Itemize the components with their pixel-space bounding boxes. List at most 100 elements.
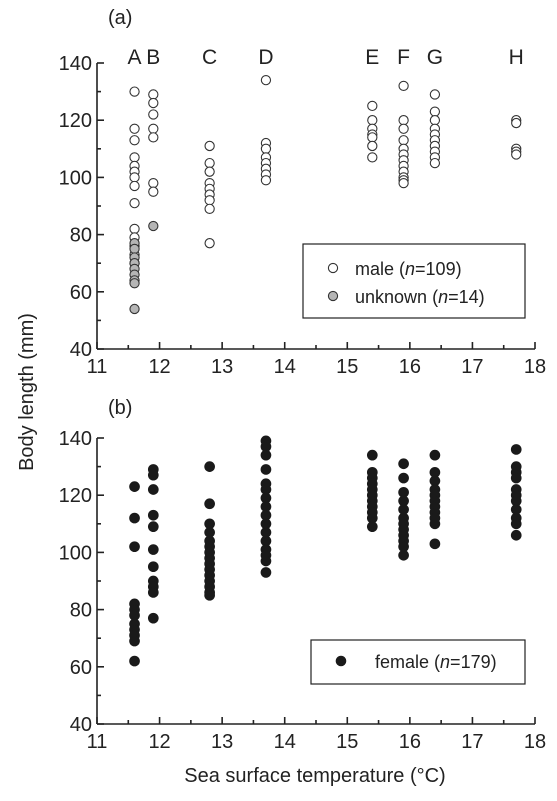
female-point <box>260 464 272 475</box>
group-label-f: F <box>397 46 410 69</box>
legend-unknown-marker <box>327 290 339 302</box>
male-point <box>148 132 159 143</box>
male-point <box>129 86 140 97</box>
male-point <box>511 149 522 160</box>
female-point <box>147 521 159 533</box>
female-point <box>147 612 159 624</box>
panel-b-y-tick-label: 80 <box>70 600 92 622</box>
panel-a-y-tick-label: 100 <box>59 167 92 189</box>
panel-b-x-tick-label: 11 <box>87 731 108 753</box>
panel-b-y-tick-label: 60 <box>70 657 92 679</box>
male-point <box>398 115 409 126</box>
male-point <box>148 89 159 100</box>
female-point <box>260 555 272 567</box>
group-label-c: C <box>202 46 217 69</box>
female-point <box>147 469 159 481</box>
female-point <box>398 458 409 470</box>
legend-male-marker <box>327 262 339 274</box>
panel-b-label: (b) <box>108 397 132 419</box>
group-label-e: E <box>365 46 379 69</box>
male-point <box>129 152 140 163</box>
female-point <box>147 544 159 555</box>
male-point <box>148 177 159 189</box>
male-point <box>367 152 378 163</box>
panel-b-x-tick-label: 16 <box>399 731 421 753</box>
female-point <box>204 589 215 601</box>
x-axis-title: Sea surface temperature (°C) <box>184 765 445 787</box>
male-point <box>398 177 409 189</box>
male-point <box>398 123 409 134</box>
male-point <box>148 97 159 109</box>
panel-a-legend-box <box>302 243 526 319</box>
male-point <box>148 123 159 134</box>
male-point <box>129 135 140 146</box>
male-point <box>429 157 441 169</box>
legend-female-label: female (n=179) <box>375 652 497 672</box>
panel-b-x-tick-label: 12 <box>148 731 170 753</box>
male-point <box>129 172 140 183</box>
panel-a-legend: male (n=109) unknown (n=14) <box>302 243 526 319</box>
female-point <box>147 561 159 573</box>
panel-b-y-tick-label: 120 <box>59 485 92 507</box>
male-point <box>398 135 409 146</box>
panel-a-x-tick-label: 16 <box>399 356 421 378</box>
panel-b-x-tick-label: 18 <box>524 731 546 753</box>
female-point <box>204 498 215 510</box>
panel-a-y-tick-label: 140 <box>59 53 92 75</box>
male-point <box>129 197 140 209</box>
male-point <box>148 109 159 120</box>
male-point <box>429 89 441 100</box>
female-point <box>204 461 215 472</box>
panel-b-x-tick-label: 17 <box>461 731 483 753</box>
male-point <box>204 195 215 206</box>
male-point <box>148 186 159 197</box>
panel-a-x-tick-label: 17 <box>461 356 483 378</box>
male-point <box>204 238 215 249</box>
male-point <box>260 143 272 154</box>
panel-a-x-tick-label: 11 <box>87 356 108 378</box>
legend-male-label: male (n=109) <box>355 259 462 279</box>
panel-a-points <box>129 75 522 315</box>
female-point <box>429 449 441 461</box>
panel-b-y-tick-label: 140 <box>59 428 92 450</box>
group-label-h: H <box>509 46 524 69</box>
panel-b-points <box>129 435 522 667</box>
female-point <box>510 444 522 455</box>
group-label-g: G <box>427 46 443 69</box>
panel-a-x-tick-label: 14 <box>274 356 296 378</box>
panel-a-x-tick-label: 15 <box>336 356 358 378</box>
male-point <box>129 223 140 235</box>
female-point <box>260 449 272 461</box>
male-point <box>129 180 140 192</box>
male-point <box>260 75 272 86</box>
female-point <box>510 529 522 541</box>
female-point <box>129 512 140 524</box>
panel-b-ticks: 40 60 80 100 120 140 11 12 13 14 15 16 17 18 <box>59 428 547 753</box>
male-point <box>429 106 441 117</box>
panel-a-y-tick-label: 60 <box>70 282 92 304</box>
female-point <box>510 518 522 530</box>
y-axis-title: Body length (mm) <box>16 313 38 471</box>
male-point <box>367 140 378 152</box>
male-point <box>204 166 215 177</box>
unknown-point <box>148 220 159 232</box>
unknown-point <box>129 243 140 255</box>
female-point <box>129 481 140 492</box>
panel-a-ticks: 40 60 80 100 120 140 11 12 13 14 15 16 17 18 <box>59 53 547 378</box>
panel-a-y-tick-label: 80 <box>70 225 92 247</box>
panel-a-y-tick-label: 40 <box>70 339 92 361</box>
female-point <box>129 541 140 553</box>
female-point <box>398 472 409 484</box>
female-point <box>398 549 409 561</box>
female-point <box>147 587 159 598</box>
female-point <box>366 521 378 533</box>
male-point <box>260 175 272 186</box>
male-point <box>398 80 409 92</box>
female-point <box>260 567 272 578</box>
panel-a-x-tick-label: 18 <box>524 356 546 378</box>
panel-b-y-tick-label: 40 <box>70 714 92 736</box>
panel-a-x-tick-label: 13 <box>211 356 233 378</box>
